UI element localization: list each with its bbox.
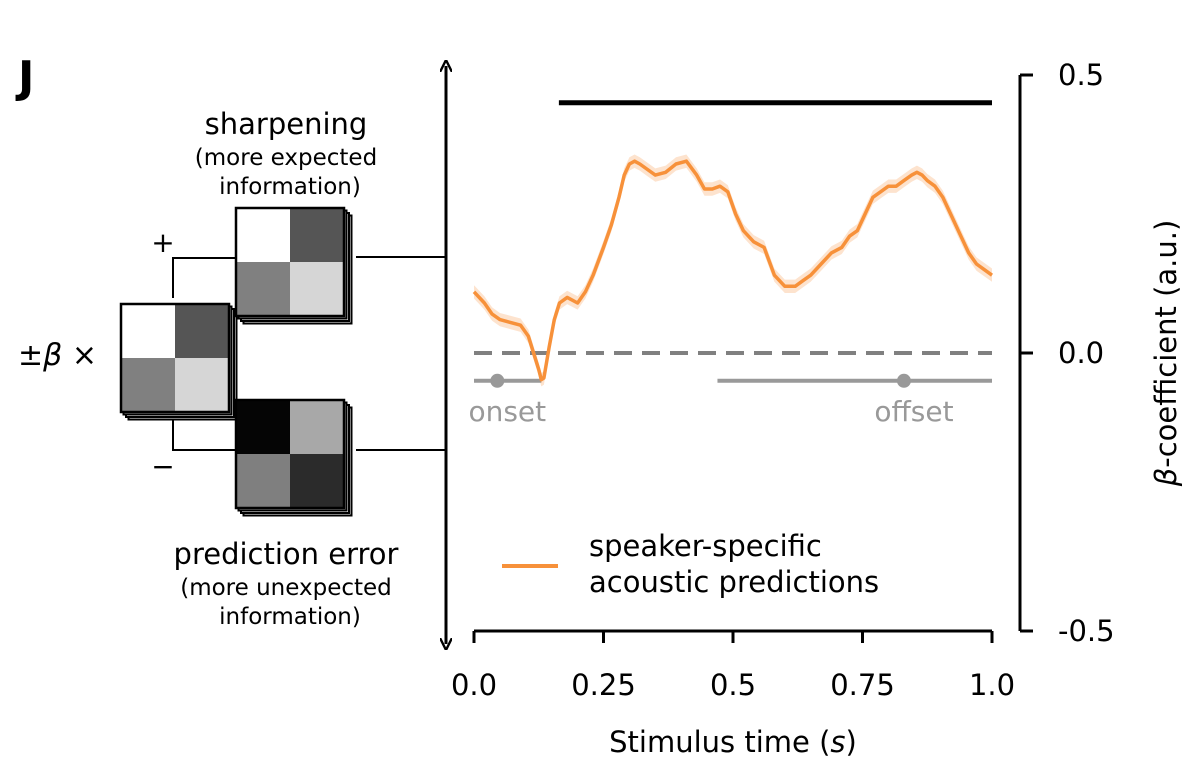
x-ticks: 0.0 0.25 0.5 0.75 1.0 — [451, 631, 1015, 702]
matrix-sharpening-cell — [236, 262, 290, 316]
x-tick-label: 0.75 — [830, 668, 895, 702]
series-confidence-band — [474, 154, 992, 387]
y-ticks: 0.5 0.0 -0.5 — [1020, 58, 1115, 648]
matrix-base-cell — [175, 304, 229, 358]
matrix-base — [119, 302, 238, 421]
matrix-base-cell — [121, 304, 175, 358]
matrix-prediction-error — [234, 398, 353, 517]
chart: 0.0 0.25 0.5 0.75 1.0 0.5 0.0 -0.5 onset offse… — [451, 58, 1183, 759]
y-axis-label-rest: -coefficient (a.u.) — [1149, 220, 1183, 468]
x-tick-label: 0.0 — [451, 668, 497, 702]
onset-label: onset — [468, 395, 546, 428]
y-axis-label-var: β — [1149, 468, 1183, 488]
beta-times: × — [62, 338, 97, 373]
panel-label: J — [15, 52, 34, 103]
connector-top-bracket — [172, 257, 236, 298]
onset-marker — [490, 373, 505, 388]
y-tick-label: 0.0 — [1058, 336, 1104, 370]
beta-pm: ± — [18, 338, 43, 373]
y-tick-label: 0.5 — [1058, 58, 1104, 92]
y-axis-label: β-coefficient (a.u.) — [1149, 220, 1183, 488]
y-tick-label: -0.5 — [1058, 614, 1115, 648]
legend-label-line-1: speaker-specific — [589, 529, 822, 563]
series-line-speaker-specific — [472, 159, 994, 382]
sharpening-title: sharpening — [205, 107, 368, 141]
x-axis-label-var: s — [830, 725, 845, 759]
sharpening-subtitle-1: (more expected — [195, 145, 377, 171]
prediction-error-title: prediction error — [174, 537, 399, 571]
matrix-base-cell — [121, 358, 175, 412]
matrix-sharpening — [234, 206, 353, 325]
legend-label-line-2: acoustic predictions — [589, 565, 879, 599]
matrix-base-cell — [175, 358, 229, 412]
sharpening-subtitle-2: information) — [219, 174, 361, 200]
matrix-base-frame — [119, 302, 231, 414]
beta-symbol: β — [42, 338, 62, 373]
connector-bottom-bracket — [172, 407, 236, 451]
matrix-sharpening-cell — [236, 208, 290, 262]
schematic-connectors — [172, 256, 446, 451]
matrix-prediction-error-cell — [236, 400, 290, 454]
x-axis-label: Stimulus time (s) — [609, 725, 857, 759]
matrix-prediction-error-cell — [290, 454, 344, 508]
minus-sign: − — [151, 450, 174, 483]
x-axis-label-suffix: ) — [846, 725, 857, 759]
x-tick-label: 0.25 — [571, 668, 636, 702]
offset-marker — [896, 373, 911, 388]
matrix-sharpening-frame — [234, 206, 346, 318]
matrix-sharpening-cell — [290, 208, 344, 262]
matrix-prediction-error-cell — [236, 454, 290, 508]
x-tick-label: 1.0 — [969, 668, 1015, 702]
matrix-prediction-error-cell — [290, 400, 344, 454]
prediction-error-subtitle-2: information) — [219, 604, 361, 630]
matrix-sharpening-cell — [290, 262, 344, 316]
matrix-prediction-error-frame — [234, 398, 346, 510]
prediction-error-subtitle-1: (more unexpected — [180, 575, 392, 601]
x-tick-label: 0.5 — [710, 668, 756, 702]
plus-sign: + — [151, 226, 174, 259]
beta-multiplier-label: ±β × — [18, 338, 97, 373]
x-axis-label-prefix: Stimulus time ( — [609, 725, 830, 759]
offset-label: offset — [874, 395, 953, 428]
